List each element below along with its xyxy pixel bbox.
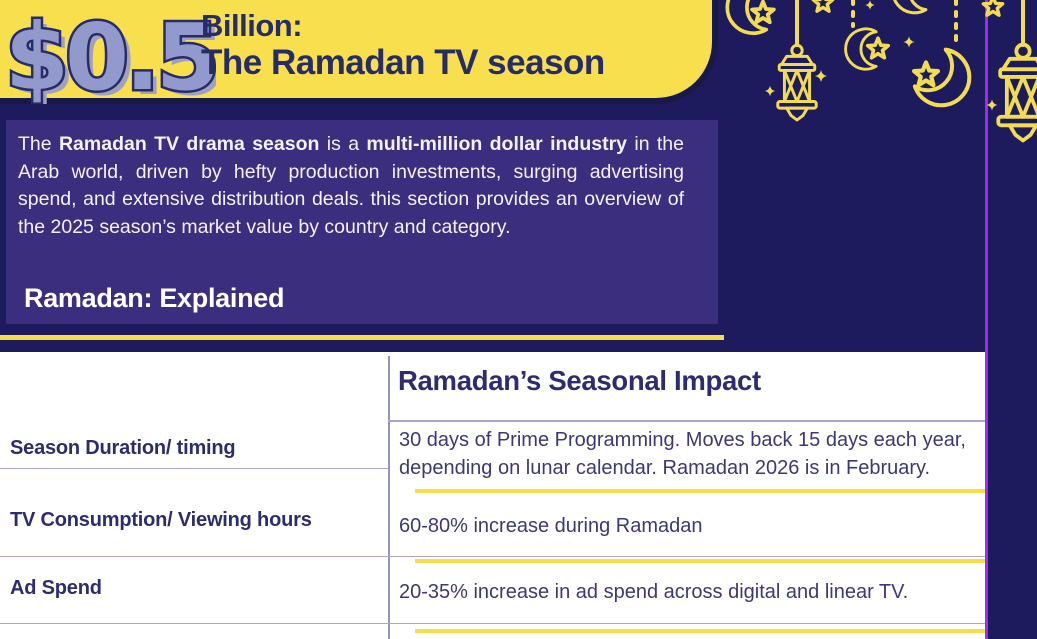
amount-shadow-text: $0.5 <box>11 9 216 104</box>
intro-seg1: The <box>18 133 59 155</box>
banner-title-line2: The Ramadan TV season <box>201 43 605 82</box>
star-icon <box>981 0 1005 17</box>
table-row-label: Ad Spend <box>10 577 102 599</box>
yellow-underline <box>415 558 985 563</box>
lantern-icon <box>776 43 818 122</box>
table-row-value: 60-80% increase during Ramadan <box>399 515 703 537</box>
banner-title-line1: Billion: <box>201 8 303 43</box>
star-icon <box>811 0 835 13</box>
table-header: Ramadan’s Seasonal Impact <box>398 365 761 396</box>
intro-bold1: Ramadan TV drama season <box>58 133 320 155</box>
header-banner: $0.5 $0.5 Billion: The Ramadan TV season <box>0 0 718 104</box>
amount-text: $0.5 <box>5 4 216 104</box>
yellow-underline <box>415 628 985 633</box>
star-icon <box>865 36 891 60</box>
intro-seg3: in the Arab world, driven by hefty produ… <box>18 133 684 238</box>
table-row-value: 20-35% increase in ad spend across digit… <box>399 581 909 603</box>
sparkle-icon <box>815 70 827 82</box>
table-column-divider <box>388 356 390 639</box>
banner-titles: Billion: The Ramadan TV season <box>201 9 605 83</box>
table-row-label: Season Duration/ timing <box>10 437 236 459</box>
table-row-divider <box>0 467 388 469</box>
intro-paragraph: The Ramadan TV drama season is a multi-m… <box>18 131 684 241</box>
sparkle-icon <box>764 85 776 97</box>
table-header-divider <box>388 420 985 422</box>
intro-seg2: is a <box>319 133 367 155</box>
table-row-divider <box>0 622 985 624</box>
yellow-underline <box>415 489 985 493</box>
yellow-divider <box>0 335 724 340</box>
star-icon <box>750 0 776 25</box>
star-icon <box>914 62 938 85</box>
sparkle-icon <box>903 36 915 48</box>
section-heading: Ramadan: Explained <box>24 283 285 313</box>
impact-table: Ramadan’s Seasonal Impact Season Duratio… <box>0 352 985 639</box>
ramadan-decorations <box>725 0 1037 143</box>
lantern-icon <box>996 42 1037 143</box>
table-row-divider <box>0 555 985 557</box>
sparkle-icon <box>986 99 998 111</box>
violet-vertical-rule <box>985 0 988 639</box>
table-row-value: 30 days of Prime Programming. Moves back… <box>399 429 966 479</box>
table-row-label: TV Consumption/ Viewing hours <box>10 509 312 531</box>
crescent-moon-icon <box>891 0 928 15</box>
sparkle-icon <box>865 0 875 10</box>
amount-headline: $0.5 $0.5 <box>3 2 217 105</box>
intro-bold2: multi-million dollar industry <box>366 133 628 155</box>
intro-panel: The Ramadan TV drama season is a multi-m… <box>6 120 718 324</box>
